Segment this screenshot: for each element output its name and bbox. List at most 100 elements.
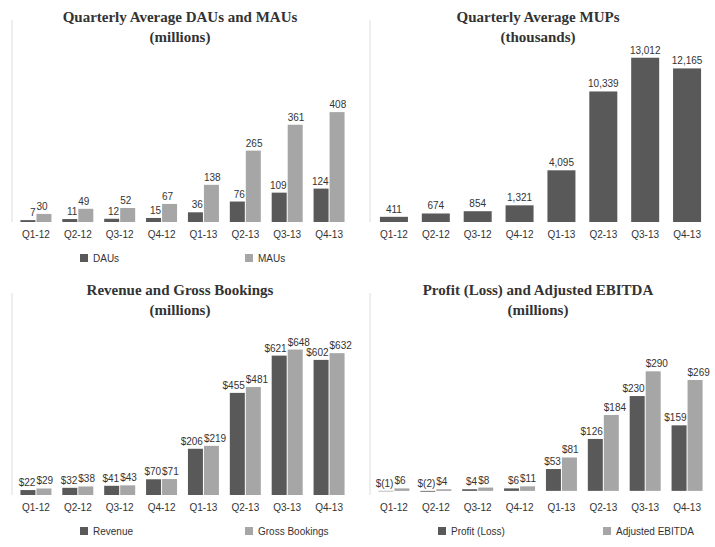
y-axis-line xyxy=(12,293,13,495)
chart-subtitle: (thousands) xyxy=(500,29,575,46)
legend-label: Adjusted EBITDA xyxy=(616,526,694,537)
bar xyxy=(188,449,203,495)
data-label: $53 xyxy=(544,456,561,467)
bar xyxy=(504,488,519,490)
data-label: $290 xyxy=(646,358,669,369)
legend-label: Profit (Loss) xyxy=(451,526,505,537)
x-tick-label: Q4-12 xyxy=(148,502,176,513)
x-tick-label: Q2-13 xyxy=(589,229,617,240)
data-label: 15 xyxy=(150,205,162,216)
chart-canvas: Quarterly Average DAUs and MAUs(millions… xyxy=(0,0,715,547)
data-label: $71 xyxy=(162,466,179,477)
data-label: 30 xyxy=(36,201,48,212)
chart-subtitle: (millions) xyxy=(508,302,569,319)
legend-swatch xyxy=(603,527,611,535)
bar xyxy=(688,380,703,491)
bar xyxy=(630,396,645,491)
data-label: 124 xyxy=(312,176,329,187)
data-label: $(1) xyxy=(376,478,394,489)
data-label: $269 xyxy=(688,367,711,378)
x-tick-label: Q2-13 xyxy=(589,502,617,513)
bar xyxy=(272,356,287,495)
bar xyxy=(36,488,51,495)
data-label: $219 xyxy=(204,433,227,444)
data-labels: $(1)$(2)$4$6$53$126$230$159$6$4$8$11$81$… xyxy=(376,358,711,489)
x-tick-label: Q3-12 xyxy=(464,502,492,513)
bar xyxy=(162,479,177,495)
bar xyxy=(436,489,451,491)
chart-panel: Quarterly Average DAUs and MAUs(millions… xyxy=(12,9,347,264)
data-label: 138 xyxy=(204,172,221,183)
chart-panel: Profit (Loss) and Adjusted EBITDA (millio… xyxy=(370,282,710,537)
data-label: $8 xyxy=(478,475,490,486)
x-tick-label: Q3-13 xyxy=(273,229,301,240)
bar xyxy=(120,485,135,495)
bar xyxy=(120,208,135,222)
bar xyxy=(420,490,435,492)
bar xyxy=(604,415,619,491)
x-tick-label: Q1-13 xyxy=(190,229,218,240)
x-tick-label: Q3-12 xyxy=(464,229,492,240)
x-tick-label: Q4-12 xyxy=(506,229,534,240)
x-tick-label: Q3-13 xyxy=(273,502,301,513)
legend-label: Gross Bookings xyxy=(258,526,329,537)
bar xyxy=(330,353,345,495)
x-tick-label: Q4-12 xyxy=(506,502,534,513)
legend-swatch xyxy=(245,254,253,262)
bar xyxy=(246,387,261,495)
data-labels: 4116748541,3214,09510,33913,01212,165 xyxy=(386,45,703,215)
x-tick-label: Q1-13 xyxy=(190,502,218,513)
bar xyxy=(288,125,303,222)
data-label: $6 xyxy=(394,475,406,486)
data-label: 13,012 xyxy=(630,45,661,56)
chart-panel: Quarterly Average MUPs(thousands)4116748… xyxy=(370,9,703,240)
data-label: $41 xyxy=(103,473,120,484)
x-tick-label: Q1-12 xyxy=(380,502,408,513)
bar xyxy=(380,217,408,222)
bar xyxy=(20,490,35,495)
x-tick-label: Q1-13 xyxy=(548,229,576,240)
data-label: 52 xyxy=(120,195,132,206)
chart-title: Revenue and Gross Bookings xyxy=(87,282,274,298)
legend-label: MAUs xyxy=(258,253,285,264)
bar xyxy=(36,214,51,222)
bar xyxy=(104,486,119,495)
bar xyxy=(478,488,493,491)
bar xyxy=(204,185,219,222)
data-label: $184 xyxy=(604,402,627,413)
bars xyxy=(380,58,701,222)
data-label: $32 xyxy=(61,475,78,486)
data-label: 67 xyxy=(162,191,174,202)
data-label: $126 xyxy=(581,426,604,437)
bar xyxy=(314,360,329,495)
data-label: $206 xyxy=(181,436,204,447)
data-label: $4 xyxy=(436,476,448,487)
bar xyxy=(562,457,577,490)
data-labels: $22$32$41$70$206$455$621$602$29$38$43$71… xyxy=(19,337,352,489)
data-label: $455 xyxy=(223,380,246,391)
bar xyxy=(588,439,603,491)
bar xyxy=(104,219,119,222)
data-label: 854 xyxy=(469,198,486,209)
bar xyxy=(246,151,261,222)
bar xyxy=(394,488,409,490)
x-tick-label: Q3-12 xyxy=(106,229,134,240)
x-tick-label: Q2-12 xyxy=(422,502,450,513)
bar xyxy=(78,209,93,222)
data-label: 1,321 xyxy=(507,192,532,203)
data-label: $81 xyxy=(562,444,579,455)
bar xyxy=(589,91,617,222)
x-tick-label: Q1-12 xyxy=(22,502,50,513)
legend-label: DAUs xyxy=(93,253,119,264)
legend: RevenueGross Bookings xyxy=(80,526,329,537)
data-label: $6 xyxy=(508,475,520,486)
bar xyxy=(146,218,161,222)
bar xyxy=(272,193,287,222)
data-label: $70 xyxy=(144,466,161,477)
x-tick-label: Q4-13 xyxy=(315,229,343,240)
chart-title: Profit (Loss) and Adjusted EBITDA xyxy=(423,282,654,299)
bar xyxy=(204,446,219,495)
data-label: 49 xyxy=(78,196,90,207)
data-label: $22 xyxy=(19,477,36,488)
bars xyxy=(20,350,344,495)
